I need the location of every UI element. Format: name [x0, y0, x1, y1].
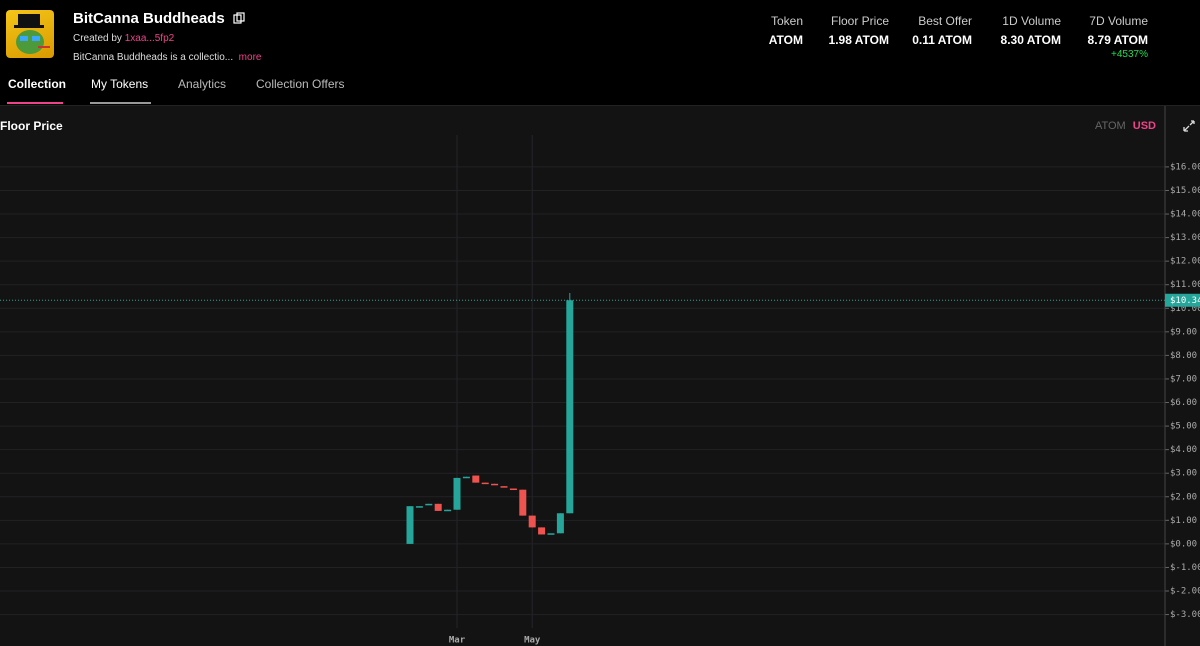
- stat-change: +4537%: [1111, 49, 1148, 60]
- y-tick-label: $-2.00: [1170, 587, 1200, 597]
- stat-label: Token: [770, 14, 803, 28]
- stat-value: 0.11 ATOM: [912, 33, 972, 47]
- stat-value: ATOM: [768, 33, 803, 47]
- y-tick-label: $1.00: [1170, 516, 1197, 526]
- y-tick-label: $5.00: [1170, 422, 1197, 432]
- stat-value: 8.30 ATOM: [1000, 33, 1061, 47]
- y-tick-label: $7.00: [1170, 374, 1197, 384]
- y-tick-label: $8.00: [1170, 351, 1197, 361]
- currency-option[interactable]: USD: [1132, 120, 1156, 132]
- title-text: BitCanna Buddheads: [73, 10, 225, 27]
- more-link[interactable]: more: [238, 52, 262, 63]
- candle-body: [566, 300, 574, 514]
- x-tick-label: Mar: [449, 636, 466, 646]
- y-tick-label: $12.00: [1170, 257, 1200, 267]
- last-value-badge: [1165, 293, 1200, 307]
- candle-body: [444, 509, 452, 512]
- y-tick-label: $15.00: [1170, 186, 1200, 196]
- y-tick-label: $6.00: [1170, 398, 1197, 408]
- tab-underline: [90, 102, 151, 104]
- stat-value: 8.79 ATOM: [1087, 33, 1148, 47]
- candle-body: [500, 486, 508, 488]
- stat-column: Floor Price 1.98 ATOM: [829, 14, 889, 47]
- last-value-label: $10.34: [1170, 296, 1200, 306]
- stat-column: 7D Volume 8.79 ATOM +4537%: [1088, 14, 1148, 60]
- creator-line: Created by 1xaa...5fp2: [73, 33, 174, 44]
- y-tick-label: $16.00: [1170, 162, 1200, 172]
- y-tick-label: $10.00: [1170, 304, 1200, 314]
- copy-icon[interactable]: [233, 12, 245, 24]
- stat-value: 1.98 ATOM: [828, 33, 889, 47]
- y-tick-label: $11.00: [1170, 280, 1200, 290]
- y-tick-label: $9.00: [1170, 327, 1197, 337]
- stat-column: 1D Volume 8.30 ATOM: [1001, 14, 1061, 47]
- stat-column: Token ATOM: [769, 14, 803, 47]
- chart-title: Floor Price: [0, 119, 63, 133]
- candle-body: [538, 527, 546, 535]
- y-tick-label: $0.00: [1170, 539, 1197, 549]
- candle-body: [481, 482, 489, 485]
- chart: Mar May $-3.00 $-2.00 $-1.00 $0.00 $1.00 $2.00 $…: [0, 106, 1200, 646]
- description-text: BitCanna Buddheads is a collectio...: [73, 52, 234, 63]
- creator-link[interactable]: 1xaa...5fp2: [124, 33, 175, 44]
- currency-toggle: ATOM USD: [1095, 120, 1156, 132]
- candle-body: [415, 506, 423, 508]
- candle-body: [425, 503, 433, 506]
- x-tick-label: May: [524, 636, 541, 646]
- candle-body: [462, 476, 470, 479]
- candle-body: [547, 533, 555, 535]
- y-tick-label: $3.00: [1170, 469, 1197, 479]
- avatar-art: [14, 14, 50, 54]
- stat-label: 1D Volume: [1002, 14, 1061, 28]
- candle-body: [528, 515, 536, 528]
- y-tick-label: $-3.00: [1170, 610, 1200, 620]
- tab[interactable]: Collection: [8, 77, 67, 91]
- y-tick-label: $2.00: [1170, 492, 1197, 502]
- y-tick-label: $4.00: [1170, 445, 1197, 455]
- stat-column: Best Offer 0.11 ATOM: [912, 14, 972, 47]
- y-tick-label: $14.00: [1170, 210, 1200, 220]
- collection-title: BitCanna Buddheads: [73, 10, 245, 27]
- candle-body: [491, 483, 499, 486]
- candle-body: [472, 475, 480, 483]
- candle-body: [434, 503, 442, 511]
- y-tick-label: $-1.00: [1170, 563, 1200, 573]
- currency-option[interactable]: ATOM: [1094, 120, 1126, 132]
- tab-underline: [7, 102, 63, 104]
- candle-body: [509, 488, 517, 491]
- created-by-label: Created by: [73, 33, 122, 44]
- expand-icon[interactable]: [1182, 119, 1196, 133]
- y-tick-label: $13.00: [1170, 233, 1200, 243]
- description: BitCanna Buddheads is a collectio... mor…: [73, 52, 261, 63]
- stat-label: Floor Price: [830, 14, 889, 28]
- candle-body: [453, 477, 461, 510]
- tab[interactable]: Collection Offers: [256, 77, 345, 91]
- candle-body: [556, 513, 564, 534]
- tab[interactable]: Analytics: [178, 77, 227, 91]
- tab[interactable]: My Tokens: [91, 77, 149, 91]
- candle-body: [406, 506, 414, 544]
- stat-label: 7D Volume: [1089, 14, 1148, 28]
- stat-label: Best Offer: [918, 14, 972, 28]
- collection-avatar: [6, 10, 54, 58]
- candle-body: [519, 489, 527, 516]
- chart-panel: Floor Price ATOM USD Mar May $-3.00 $-2.00 $…: [0, 105, 1200, 646]
